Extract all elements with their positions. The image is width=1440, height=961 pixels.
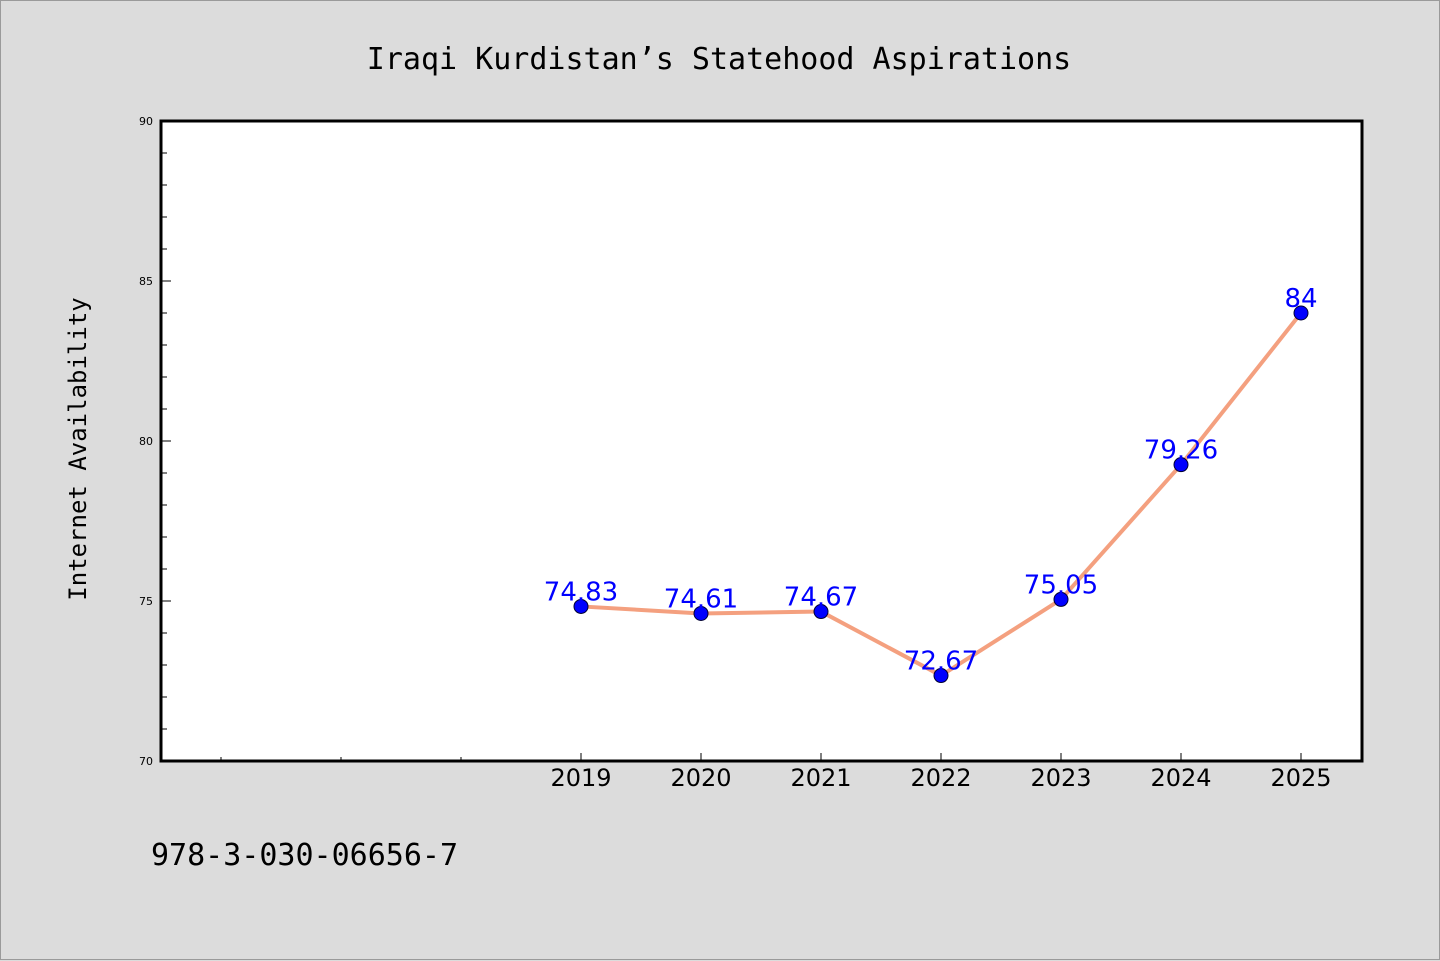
- data-point: [573, 598, 589, 614]
- data-point: [1173, 457, 1189, 473]
- data-label: 74.67: [784, 583, 858, 613]
- x-tick-label: 2019: [550, 764, 611, 792]
- y-tick-label: 85: [139, 275, 153, 288]
- data-point: [1053, 591, 1069, 607]
- footer-code: 978-3-030-06656-7: [151, 838, 458, 873]
- x-tick-label: 2021: [790, 764, 851, 792]
- data-label: 84: [1284, 284, 1317, 314]
- data-point: [933, 668, 949, 684]
- data-point: [1293, 305, 1309, 321]
- y-tick-label: 80: [139, 435, 153, 448]
- x-tick-label: 2020: [670, 764, 731, 792]
- y-axis-label: Internet Availability: [64, 297, 92, 600]
- data-point: [813, 604, 829, 620]
- series-group: 74.83 74.61 74.67 72.67 75.05 79.26 84: [544, 284, 1318, 684]
- x-tick-label: 2025: [1270, 764, 1331, 792]
- x-tick-label: 2022: [910, 764, 971, 792]
- data-label: 74.61: [664, 584, 738, 614]
- data-label: 74.83: [544, 577, 618, 607]
- chart-title: Iraqi Kurdistan’s Statehood Aspirations: [367, 42, 1071, 77]
- y-axis-ticks: 70 75 80 85 90: [139, 115, 171, 768]
- x-tick-label: 2023: [1030, 764, 1091, 792]
- y-tick-label: 90: [139, 115, 153, 128]
- data-label: 79.26: [1144, 436, 1218, 466]
- data-label: 72.67: [904, 647, 978, 677]
- y-tick-label: 75: [139, 595, 153, 608]
- plot-area: [159, 119, 1364, 763]
- y-tick-label: 70: [139, 755, 153, 768]
- x-tick-label: 2024: [1150, 764, 1211, 792]
- data-point: [693, 605, 709, 621]
- data-label: 75.05: [1024, 570, 1098, 600]
- x-axis-ticks: 2019 2020 2021 2022 2023 2024 2025: [220, 753, 1332, 792]
